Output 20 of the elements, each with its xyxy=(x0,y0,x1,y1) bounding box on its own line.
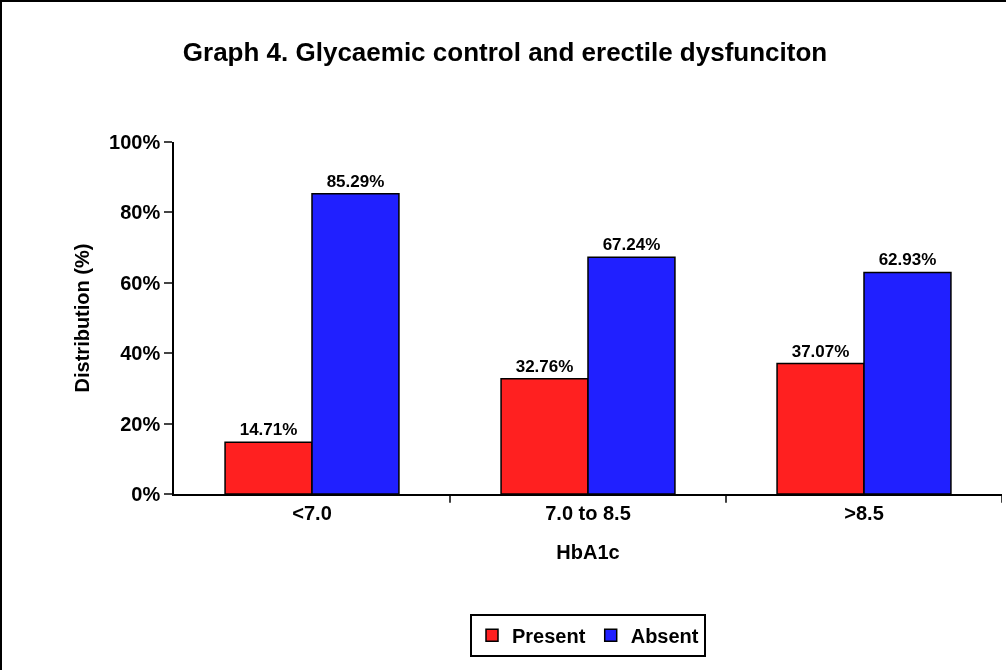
data-label: 85.29% xyxy=(326,171,385,191)
y-tick-label: 80% xyxy=(120,201,161,224)
chart-title: Graph 4. Glycaemic control and erectile dysfunciton xyxy=(182,37,828,68)
data-label: 67.24% xyxy=(602,235,661,255)
data-label: 62.93% xyxy=(878,250,937,270)
data-label: 37.07% xyxy=(791,341,850,361)
x-tick-label: >8.5 xyxy=(844,501,884,524)
x-tick-label: <7.0 xyxy=(292,501,332,524)
y-tick-label: 40% xyxy=(120,342,161,365)
y-tick-label: 20% xyxy=(120,412,161,435)
data-label: 14.71% xyxy=(239,420,298,440)
x-axis-title: HbA1c xyxy=(556,540,620,563)
y-axis-title: Distribution (%) xyxy=(71,243,94,393)
data-label: 32.76% xyxy=(515,356,574,376)
y-tick-label: 100% xyxy=(109,131,161,153)
legend-label: Absent xyxy=(630,624,699,647)
legend-label: Present xyxy=(512,624,586,647)
x-tick-label: 7.0 to 8.5 xyxy=(545,501,631,524)
y-tick-label: 60% xyxy=(120,271,161,294)
y-tick-label: 0% xyxy=(131,483,161,505)
